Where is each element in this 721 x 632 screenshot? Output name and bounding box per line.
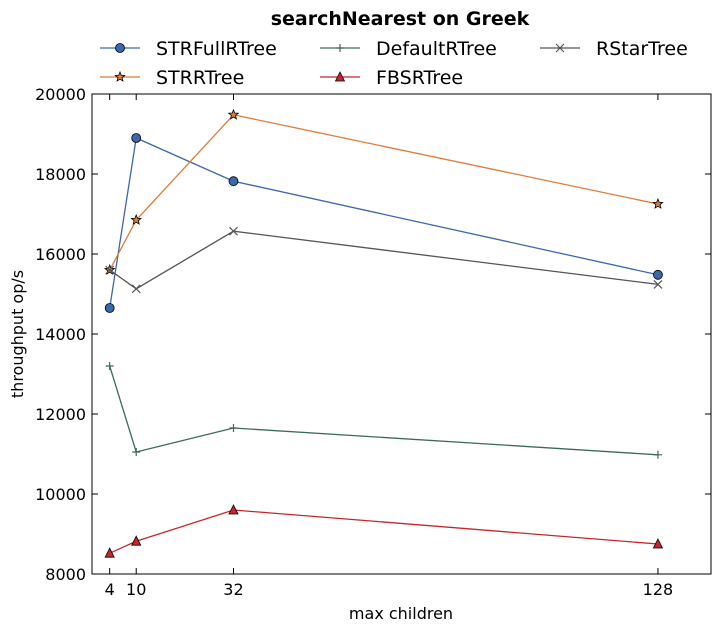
data-point-strfullrtree: [131, 133, 142, 143]
series-strfullrtree: [104, 133, 663, 313]
series-defaultrtree: [105, 362, 662, 459]
data-point-rstartree: [131, 284, 141, 294]
y-tick-label: 8000: [45, 565, 86, 584]
legend-item-strfullrtree: STRFullRTree: [100, 38, 277, 60]
series-line-strrtree: [109, 114, 659, 271]
x-tick-label: 128: [643, 580, 674, 599]
legend-label: FBSRTree: [376, 67, 463, 89]
x-axis: 4 10 32 128: [105, 94, 674, 599]
x-axis-label: max children: [349, 604, 453, 623]
data-point-rstartree: [653, 279, 663, 289]
legend-label: STRFullRTree: [156, 38, 277, 60]
data-point-defaultrtree: [653, 450, 662, 459]
legend-marker-strfullrtree: [115, 43, 125, 53]
legend-label: RStarTree: [596, 38, 688, 60]
legend-marker-rstartree: [555, 43, 565, 53]
data-point-fbsrtree: [228, 504, 239, 515]
data-point-rstartree: [229, 226, 238, 236]
series-line-strfullrtree: [109, 137, 659, 309]
data-point-rstartree: [105, 265, 115, 275]
legend-item-defaultrtree: DefaultRTree: [320, 38, 497, 60]
data-point-strfullrtree: [228, 176, 239, 187]
data-point-strrtree: [652, 197, 664, 209]
y-tick-label: 18000: [35, 165, 86, 184]
data-point-defaultrtree: [229, 424, 238, 432]
plot-area: [91, 93, 712, 575]
x-tick-label: 10: [126, 580, 146, 599]
data-point-strfullrtree: [104, 303, 115, 313]
y-tick-label: 14000: [35, 325, 86, 344]
legend-label: DefaultRTree: [376, 38, 497, 60]
y-axis: 8000 10000 12000 14000 16000 18000 20000: [35, 85, 711, 584]
data-point-fbsrtree: [131, 535, 142, 546]
y-tick-label: 10000: [35, 485, 86, 504]
y-axis-label: throughput op/s: [8, 270, 27, 398]
legend-marker-defaultrtree: [336, 44, 344, 52]
data-point-fbsrtree: [104, 547, 115, 558]
legend-marker-strrtree: [114, 70, 126, 82]
legend-marker-fbsrtree: [334, 71, 346, 82]
data-point-defaultrtree: [132, 448, 141, 456]
series-line-fbsrtree: [109, 509, 658, 554]
series-fbsrtree: [104, 504, 664, 558]
x-tick-label: 32: [223, 580, 243, 599]
legend-item-fbsrtree: FBSRTree: [320, 67, 463, 89]
data-point-fbsrtree: [652, 538, 664, 549]
y-tick-label: 12000: [35, 405, 86, 424]
legend-label: STRRTree: [156, 67, 244, 89]
chart-title: searchNearest on Greek: [271, 8, 530, 30]
y-tick-label: 16000: [35, 245, 86, 264]
y-tick-label: 20000: [35, 85, 86, 104]
series-group: [103, 108, 664, 558]
data-point-strrtree: [227, 108, 240, 120]
data-point-strrtree: [130, 213, 142, 225]
series-line-defaultrtree: [109, 365, 658, 456]
data-point-strfullrtree: [653, 269, 663, 280]
legend-item-rstartree: RStarTree: [540, 38, 688, 60]
series-rstartree: [105, 226, 663, 294]
data-point-defaultrtree: [105, 362, 114, 370]
legend: STRFullRTree STRRTree DefaultRTree FBSRTree…: [100, 38, 688, 89]
x-tick-label: 4: [105, 580, 115, 599]
legend-item-strrtree: STRRTree: [100, 67, 244, 89]
series-line-rstartree: [109, 230, 659, 290]
